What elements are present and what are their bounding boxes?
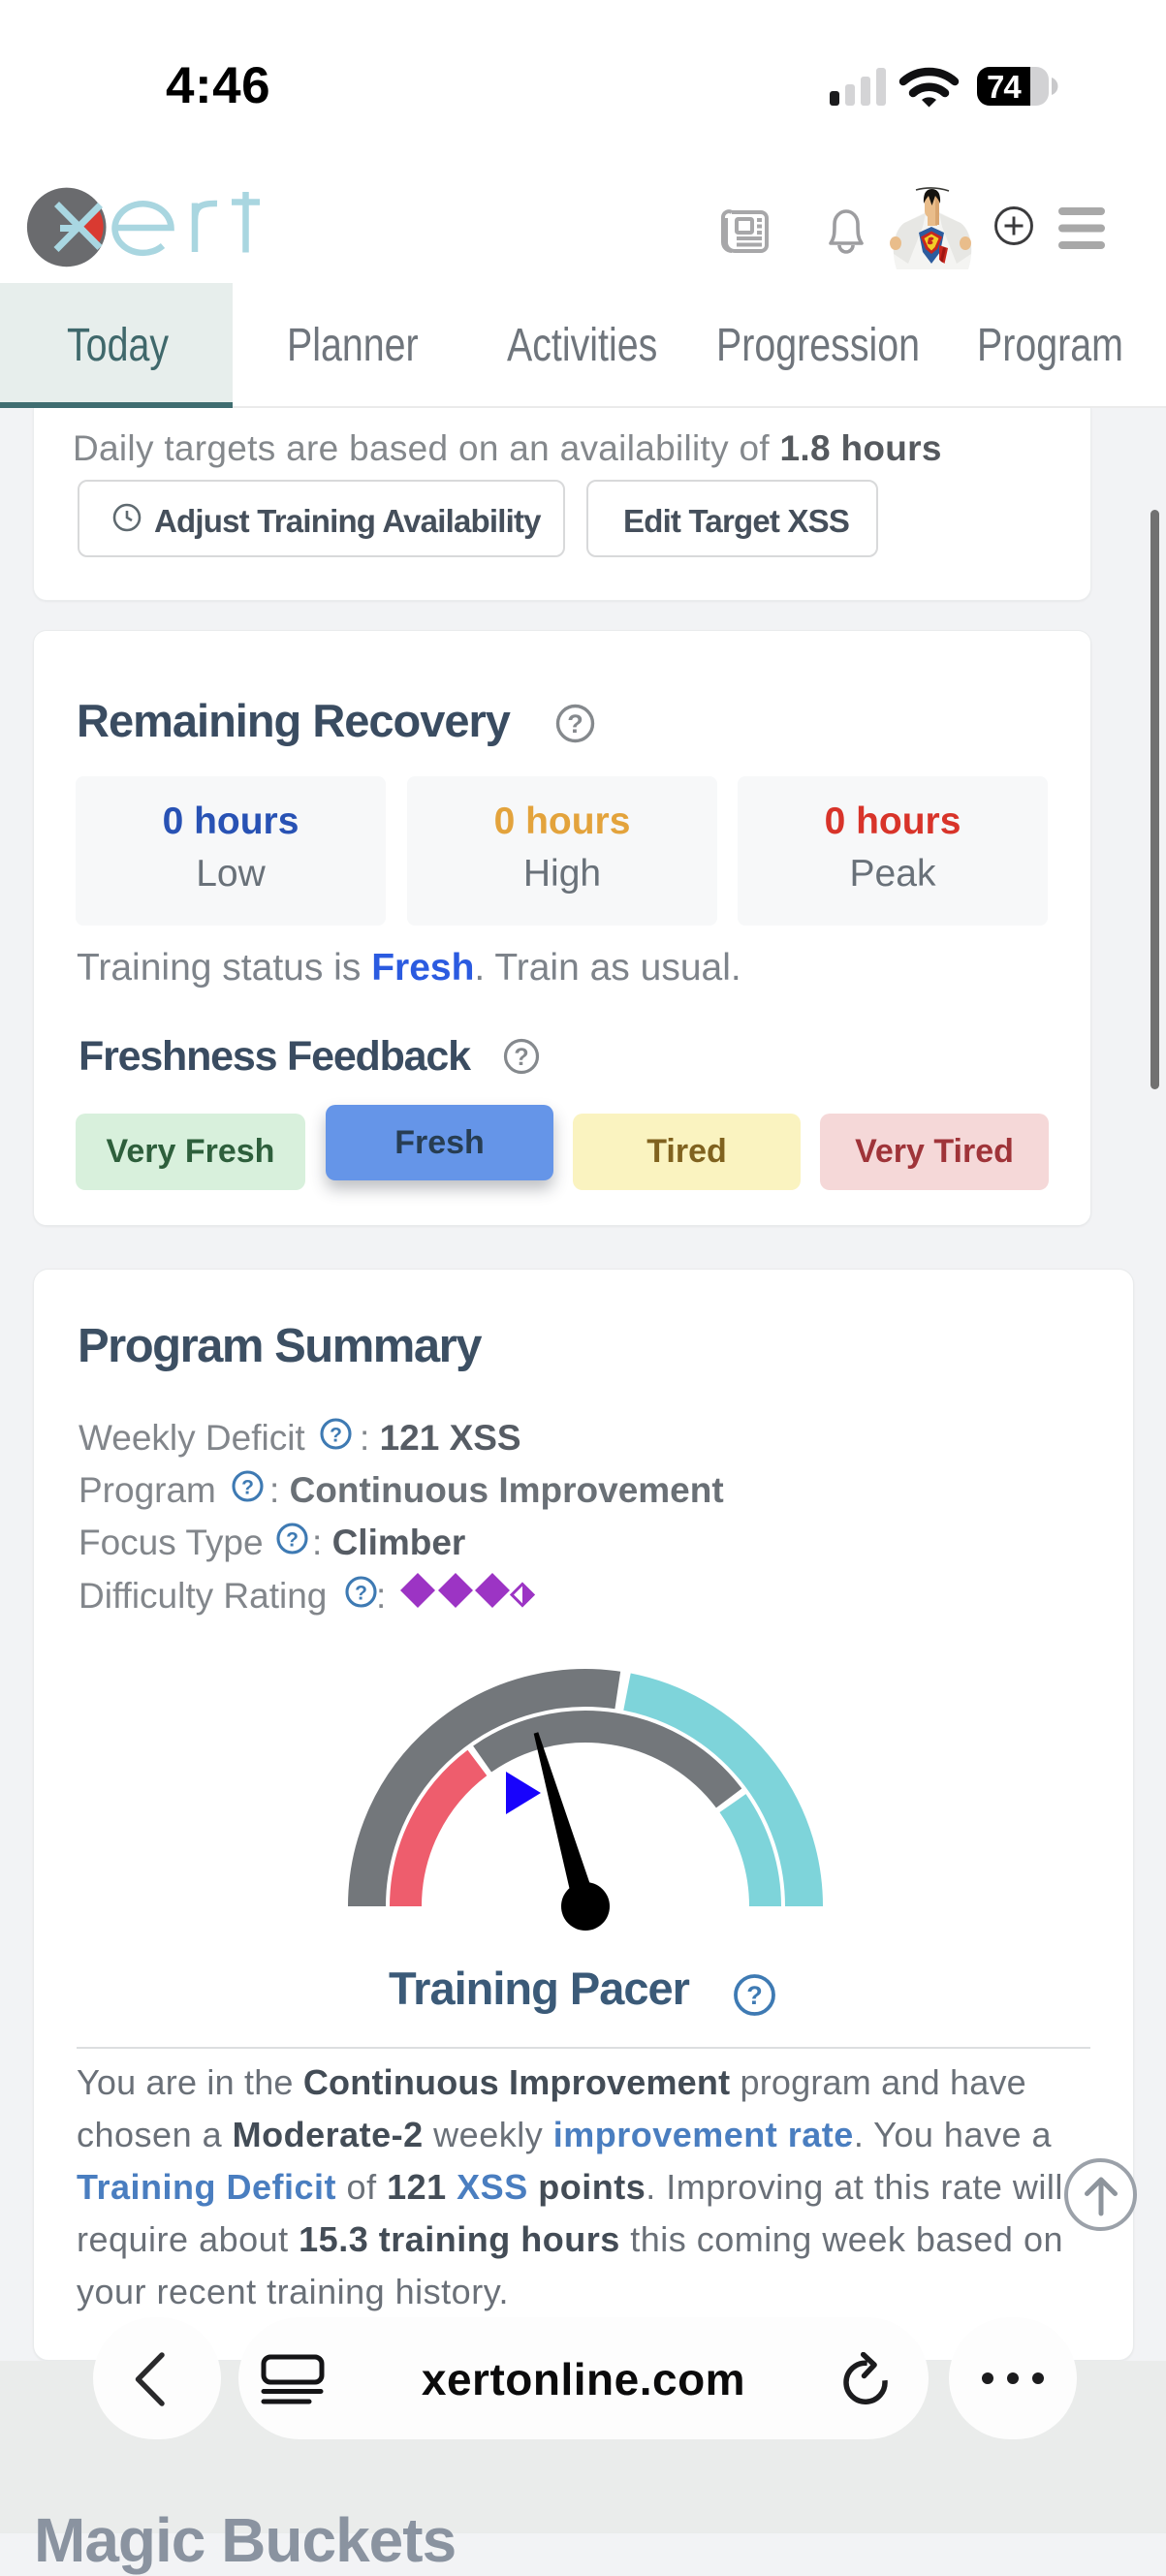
svg-text:?: ?	[330, 1425, 342, 1447]
svg-text:?: ?	[286, 1529, 299, 1552]
svg-text:74: 74	[987, 69, 1022, 105]
svg-text:?: ?	[746, 1981, 763, 2010]
svg-text:?: ?	[514, 1044, 528, 1071]
svg-text:?: ?	[567, 709, 583, 738]
svg-text:?: ?	[241, 1477, 254, 1499]
svg-text:?: ?	[355, 1583, 367, 1605]
